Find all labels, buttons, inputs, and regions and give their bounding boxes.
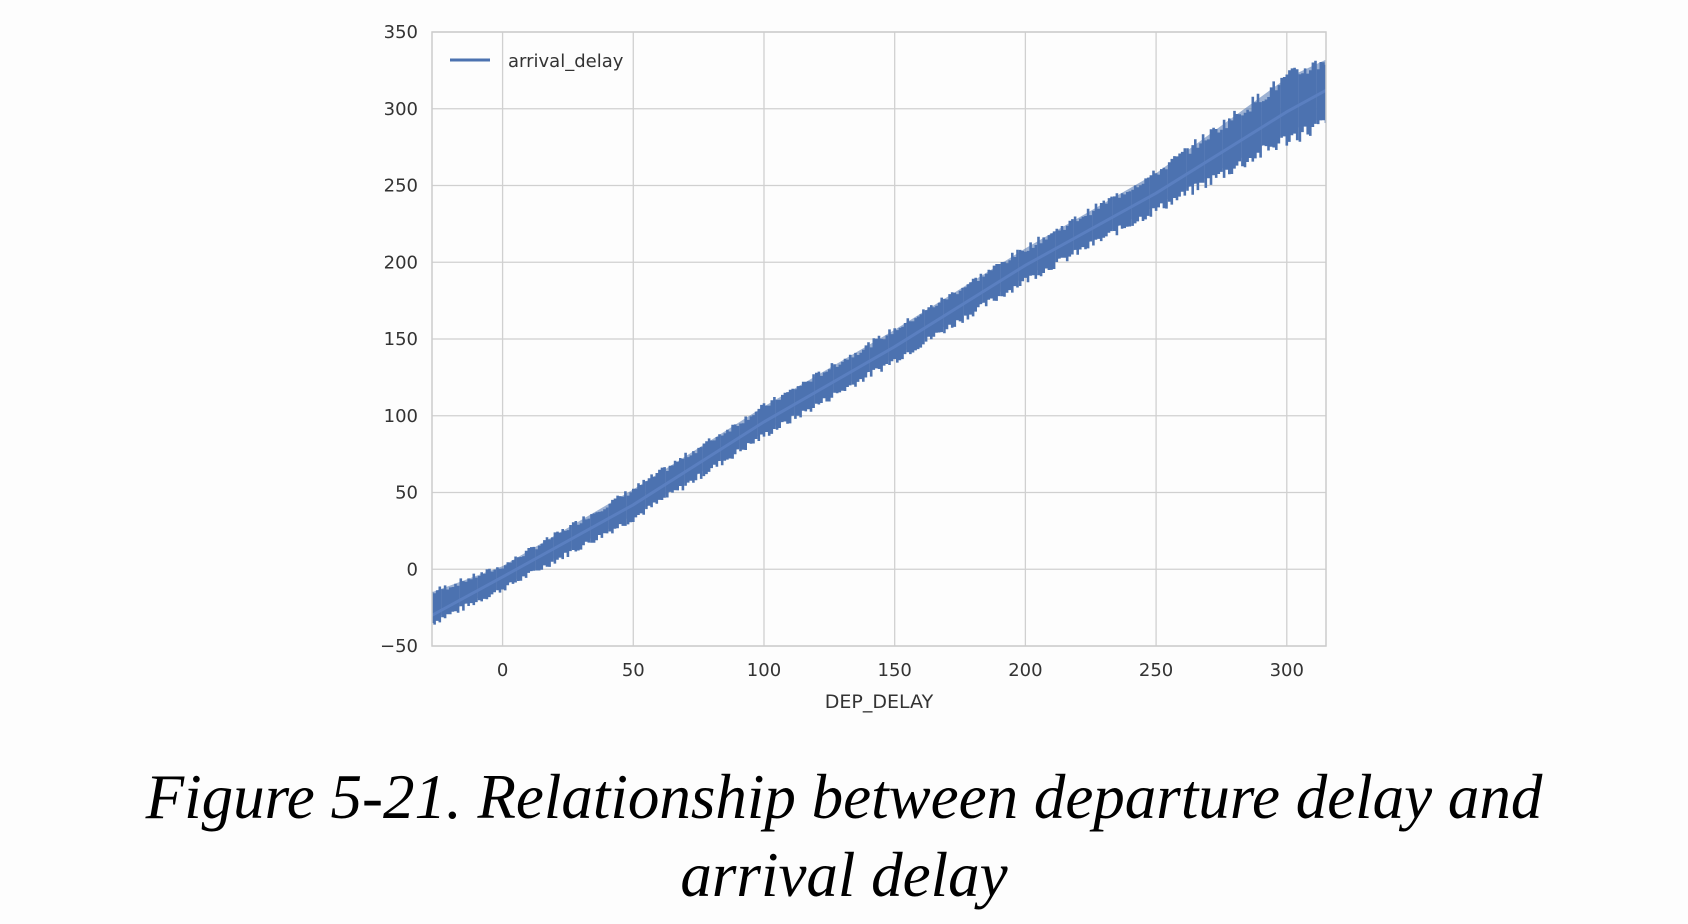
series-band bbox=[432, 59, 1326, 625]
figure-caption: Figure 5-21. Relationship between depart… bbox=[0, 758, 1688, 914]
caption-line-2: arrival delay bbox=[680, 840, 1008, 910]
series-mean-line bbox=[432, 89, 1326, 617]
series-band-fill bbox=[432, 59, 1326, 620]
y-tick-label: 300 bbox=[384, 99, 418, 120]
y-tick-label: 150 bbox=[384, 329, 418, 350]
y-tick-label: 0 bbox=[407, 559, 418, 580]
y-tick-label: −50 bbox=[380, 636, 418, 657]
legend-label-arrival-delay: arrival_delay bbox=[508, 51, 624, 72]
x-tick-label: 100 bbox=[747, 660, 781, 681]
y-tick-label: 350 bbox=[384, 22, 418, 43]
legend: arrival_delay bbox=[450, 51, 624, 72]
y-tick-label: 50 bbox=[395, 483, 418, 504]
y-tick-label: 100 bbox=[384, 406, 418, 427]
plot-frame bbox=[431, 31, 1327, 647]
y-tick-label: 200 bbox=[384, 252, 418, 273]
x-tick-label: 250 bbox=[1139, 660, 1173, 681]
x-tick-label: 150 bbox=[878, 660, 912, 681]
x-tick-label: 50 bbox=[622, 660, 645, 681]
x-tick-label: 0 bbox=[497, 660, 508, 681]
x-tick-label: 300 bbox=[1270, 660, 1304, 681]
x-axis-label: DEP_DELAY bbox=[825, 691, 934, 713]
series-line bbox=[432, 89, 1326, 617]
x-tick-label: 200 bbox=[1008, 660, 1042, 681]
y-tick-label: 250 bbox=[384, 176, 418, 197]
chart: 0 50 100 150 200 250 300 −50 0 50 100 150 200 250 300… bbox=[380, 22, 1327, 713]
x-tick-labels: 0 50 100 150 200 250 300 bbox=[497, 660, 1304, 681]
y-tick-labels: −50 0 50 100 150 200 250 300 350 bbox=[380, 22, 418, 657]
caption-line-1: Figure 5-21. Relationship between depart… bbox=[145, 762, 1543, 832]
